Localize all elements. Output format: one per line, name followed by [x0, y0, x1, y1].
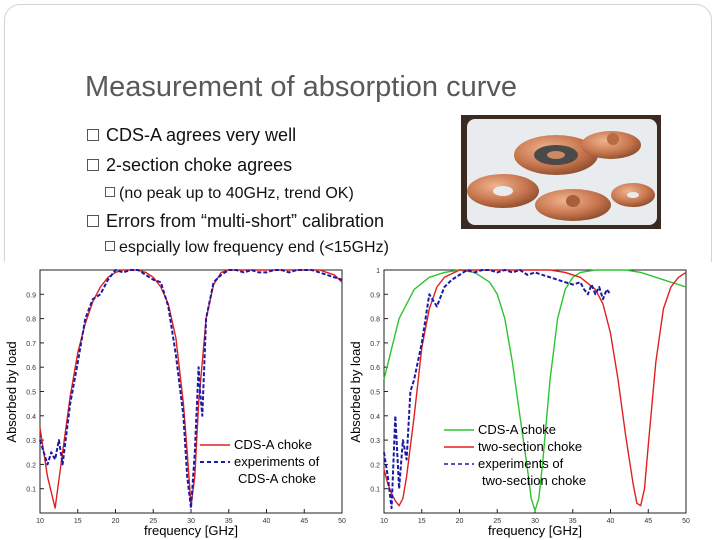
y-tick-label: 0.3	[370, 438, 380, 445]
legend-label: two-section choke	[478, 439, 582, 454]
y-tick-label: 0.5	[26, 390, 36, 397]
legend-label: CDS-A choke	[234, 437, 312, 452]
x-tick-label: 10	[380, 518, 388, 525]
chart-cds-a: 0.1 0.2 0.3 0.4 0.5 0.6 0.7 0.8 0.9 10 15 20 25 30 35 4…	[4, 269, 346, 538]
series-line-blue	[39, 269, 343, 510]
y-tick-label: 0.9	[370, 292, 380, 299]
y-tick-label: 1	[376, 268, 380, 275]
y-tick-label: 0.4	[370, 414, 380, 421]
y-tick-label: 0.2	[26, 462, 36, 469]
legend: CDS-A choke experiments of CDS-A choke	[200, 437, 320, 486]
sub-bullet-item: (no peak up to 40GHz, trend OK)	[105, 185, 354, 203]
legend-label: experiments of	[234, 454, 320, 469]
x-tick-label: 50	[338, 518, 346, 525]
x-tick-label: 20	[456, 518, 464, 525]
chart-two-section: 0.1 0.2 0.3 0.4 0.5 0.6 0.7 0.8 0.9 1 10 15 20 25 30 35…	[348, 268, 690, 538]
x-tick-label: 45	[300, 518, 308, 525]
y-tick-label: 0.4	[26, 414, 36, 421]
x-tick-label: 25	[493, 518, 501, 525]
x-tick-label: 40	[263, 518, 271, 525]
legend: CDS-A choke two-section choke experiment…	[444, 422, 586, 488]
series-line-green	[383, 269, 687, 512]
y-tick-label: 0.7	[370, 341, 380, 348]
copper-choke-parts-photo	[461, 115, 661, 229]
y-tick-label: 0.5	[370, 390, 380, 397]
slide-title: Measurement of absorption curve	[85, 71, 517, 103]
x-tick-label: 15	[418, 518, 426, 525]
x-tick-label: 35	[569, 518, 577, 525]
y-tick-label: 0.9	[26, 292, 36, 299]
legend-label: CDS-A choke	[478, 422, 556, 437]
sub-bullet-item: espcially low frequency end (<15GHz)	[105, 239, 389, 257]
x-tick-label: 20	[112, 518, 120, 525]
series-line-red	[383, 269, 687, 507]
absorption-charts: 0.1 0.2 0.3 0.4 0.5 0.6 0.7 0.8 0.9 10 15 20 25 30 35 4…	[0, 262, 720, 540]
x-tick-label: 40	[607, 518, 615, 525]
bullet-item: CDS-A agrees very well	[87, 125, 296, 146]
y-axis-label: Absorbed by load	[348, 341, 363, 442]
y-axis-label: Absorbed by load	[4, 341, 19, 442]
checkbox-bullet-icon	[87, 128, 99, 141]
y-tick-label: 0.7	[26, 341, 36, 348]
x-tick-label: 25	[149, 518, 157, 525]
y-tick-label: 0.2	[370, 462, 380, 469]
y-tick-label: 0.6	[370, 365, 380, 372]
x-axis-label: frequency [GHz]	[144, 523, 238, 538]
x-tick-label: 45	[644, 518, 652, 525]
y-tick-label: 0.1	[26, 487, 36, 494]
checkbox-bullet-icon	[105, 187, 115, 198]
x-tick-label: 15	[74, 518, 82, 525]
x-tick-label: 30	[187, 518, 195, 525]
y-tick-label: 0.8	[26, 317, 36, 324]
bullet-item: 2-section choke agrees	[87, 155, 292, 176]
legend-label: two-section choke	[482, 473, 586, 488]
series-line-blue	[383, 269, 612, 510]
legend-label: experiments of	[478, 456, 564, 471]
x-tick-label: 35	[225, 518, 233, 525]
x-tick-label: 30	[531, 518, 539, 525]
y-tick-label: 0.3	[26, 438, 36, 445]
y-tick-label: 0.6	[26, 365, 36, 372]
bullet-item: Errors from “multi-short” calibration	[87, 211, 384, 232]
legend-label: CDS-A choke	[238, 471, 316, 486]
checkbox-bullet-icon	[105, 241, 115, 252]
x-tick-label: 10	[36, 518, 44, 525]
y-tick-label: 0.1	[370, 487, 380, 494]
x-tick-label: 50	[682, 518, 690, 525]
y-tick-label: 0.8	[370, 317, 380, 324]
x-axis-label: frequency [GHz]	[488, 523, 582, 538]
checkbox-bullet-icon	[87, 214, 99, 227]
plot-area	[383, 269, 687, 514]
checkbox-bullet-icon	[87, 158, 99, 171]
